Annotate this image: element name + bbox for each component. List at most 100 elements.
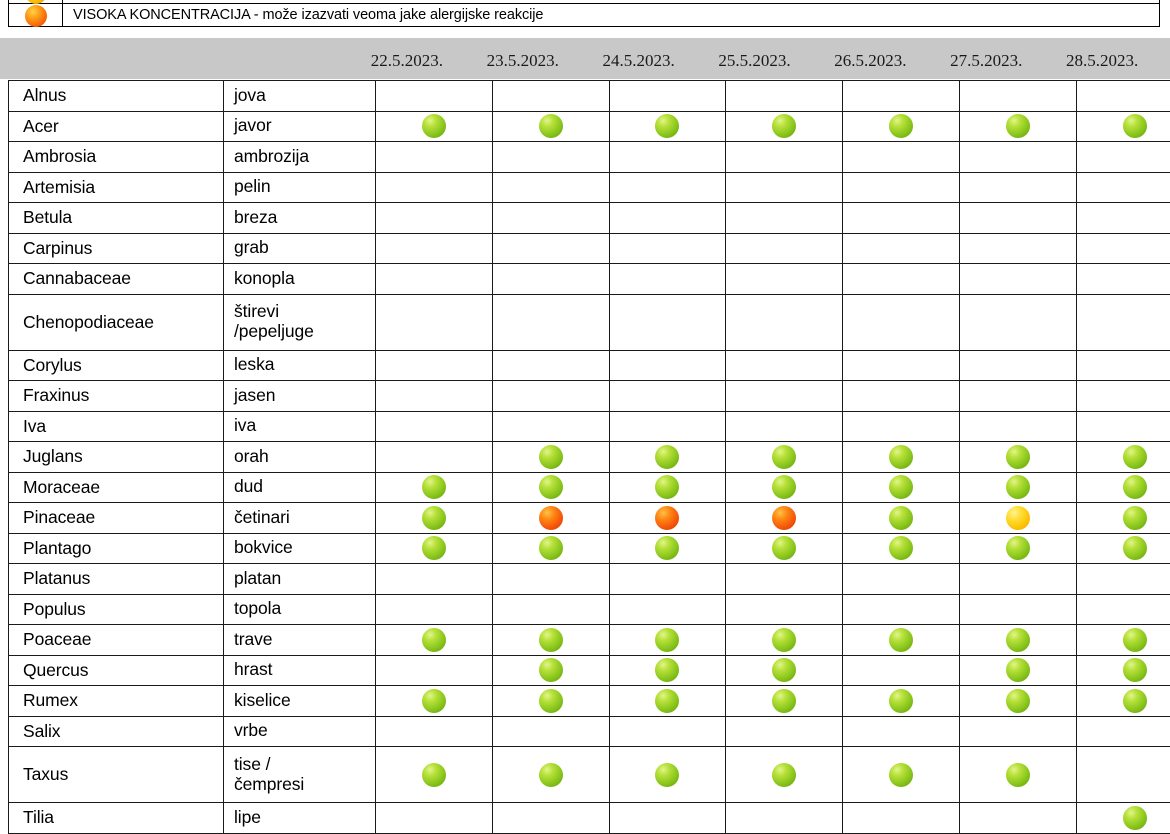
- green-circle-icon: [772, 536, 796, 560]
- species-local-name-line: tise /: [234, 755, 375, 775]
- species-local-name-line: ambrozija: [234, 147, 375, 167]
- pollen-level-cell: [376, 350, 493, 381]
- pollen-level-cell: [609, 564, 726, 595]
- pollen-level-cell: [609, 411, 726, 442]
- pollen-level-cell: [959, 111, 1076, 142]
- pollen-level-cell: [1076, 747, 1170, 803]
- species-local-name-line: hrast: [234, 660, 375, 680]
- pollen-level-cell: [843, 264, 960, 295]
- pollen-level-cell: [959, 294, 1076, 350]
- pollen-level-cell: [959, 803, 1076, 834]
- orange-circle-icon: [539, 506, 563, 530]
- pollen-level-cell: [609, 350, 726, 381]
- green-circle-icon: [772, 658, 796, 682]
- species-latin-name: Carpinus: [9, 233, 224, 264]
- yellow-circle-icon: [1006, 506, 1030, 530]
- species-latin-name: Cannabaceae: [9, 264, 224, 295]
- green-circle-icon: [1006, 658, 1030, 682]
- pollen-level-cell: [609, 503, 726, 534]
- pollen-level-cell: [609, 594, 726, 625]
- pollen-level-cell: [1076, 442, 1170, 473]
- pollen-level-cell: [726, 381, 843, 412]
- species-latin-name: Tilia: [9, 803, 224, 834]
- pollen-level-cell: [959, 172, 1076, 203]
- pollen-level-cell: [609, 625, 726, 656]
- pollen-level-cell: [609, 172, 726, 203]
- green-circle-icon: [655, 536, 679, 560]
- green-circle-icon: [1123, 658, 1147, 682]
- species-local-name-line: grab: [234, 238, 375, 258]
- green-circle-icon: [1123, 689, 1147, 713]
- pollen-level-cell: [959, 381, 1076, 412]
- green-circle-icon: [1006, 536, 1030, 560]
- species-latin-name: Artemisia: [9, 172, 224, 203]
- pollen-level-cell: [1076, 564, 1170, 595]
- species-local-name-line: dud: [234, 477, 375, 497]
- green-circle-icon: [1006, 763, 1030, 787]
- green-circle-icon: [1006, 689, 1030, 713]
- pollen-level-cell: [376, 172, 493, 203]
- date-header-cell: 22.5.2023.: [349, 38, 465, 79]
- table-row: Carpinus grab: [9, 233, 1170, 264]
- date-header-row: 22.5.2023.23.5.2023.24.5.2023.25.5.2023.…: [8, 38, 1160, 79]
- green-circle-icon: [1123, 628, 1147, 652]
- pollen-level-cell: [609, 686, 726, 717]
- species-latin-name: Taxus: [9, 747, 224, 803]
- legend-text-high: VISOKA KONCENTRACIJA - može izazvati veo…: [63, 4, 1160, 27]
- green-circle-icon: [655, 689, 679, 713]
- pollen-level-cell: [376, 264, 493, 295]
- pollen-level-cell: [843, 747, 960, 803]
- pollen-level-cell: [1076, 111, 1170, 142]
- legend-row-high: VISOKA KONCENTRACIJA - može izazvati veo…: [9, 4, 1160, 27]
- green-circle-icon: [655, 658, 679, 682]
- species-local-name: lipe: [224, 803, 376, 834]
- pollen-level-cell: [843, 803, 960, 834]
- legend-body: UMJERENO VISOKA KONCENTRACIJA - kod aler…: [9, 0, 1160, 27]
- pollen-level-cell: [959, 233, 1076, 264]
- date-header-cell: 27.5.2023.: [928, 38, 1044, 79]
- pollen-level-cell: [376, 233, 493, 264]
- species-latin-name: Salix: [9, 716, 224, 747]
- species-local-name-line: bokvice: [234, 538, 375, 558]
- pollen-level-cell: [376, 503, 493, 534]
- pollen-level-cell: [492, 472, 609, 503]
- pollen-level-cell: [959, 747, 1076, 803]
- pollen-level-cell: [609, 803, 726, 834]
- pollen-level-cell: [843, 472, 960, 503]
- pollen-calendar-page: UMJERENO VISOKA KONCENTRACIJA - kod aler…: [0, 0, 1170, 800]
- green-circle-icon: [1123, 506, 1147, 530]
- green-circle-icon: [772, 445, 796, 469]
- green-circle-icon: [422, 628, 446, 652]
- pollen-level-cell: [492, 533, 609, 564]
- species-local-name: bokvice: [224, 533, 376, 564]
- pollen-level-cell: [726, 442, 843, 473]
- pollen-level-cell: [376, 203, 493, 234]
- pollen-level-cell: [1076, 686, 1170, 717]
- pollen-level-cell: [726, 686, 843, 717]
- pollen-level-cell: [843, 350, 960, 381]
- species-local-name-line: /pepeljuge: [234, 322, 375, 342]
- species-local-name: dud: [224, 472, 376, 503]
- green-circle-icon: [422, 689, 446, 713]
- pollen-level-cell: [843, 564, 960, 595]
- pollen-level-cell: [492, 503, 609, 534]
- pollen-level-cell: [492, 111, 609, 142]
- pollen-level-cell: [376, 81, 493, 112]
- species-local-name-line: pelin: [234, 177, 375, 197]
- species-latin-name: Pinaceae: [9, 503, 224, 534]
- pollen-level-cell: [1076, 625, 1170, 656]
- orange-circle-icon: [25, 5, 47, 27]
- green-circle-icon: [655, 475, 679, 499]
- pollen-level-cell: [959, 411, 1076, 442]
- pollen-level-cell: [609, 472, 726, 503]
- pollen-level-cell: [492, 716, 609, 747]
- pollen-level-cell: [492, 81, 609, 112]
- green-circle-icon: [1123, 445, 1147, 469]
- pollen-level-cell: [492, 625, 609, 656]
- pollen-level-cell: [492, 594, 609, 625]
- pollen-level-cell: [376, 655, 493, 686]
- pollen-level-cell: [726, 533, 843, 564]
- table-row: Artemisia pelin: [9, 172, 1170, 203]
- pollen-level-cell: [376, 564, 493, 595]
